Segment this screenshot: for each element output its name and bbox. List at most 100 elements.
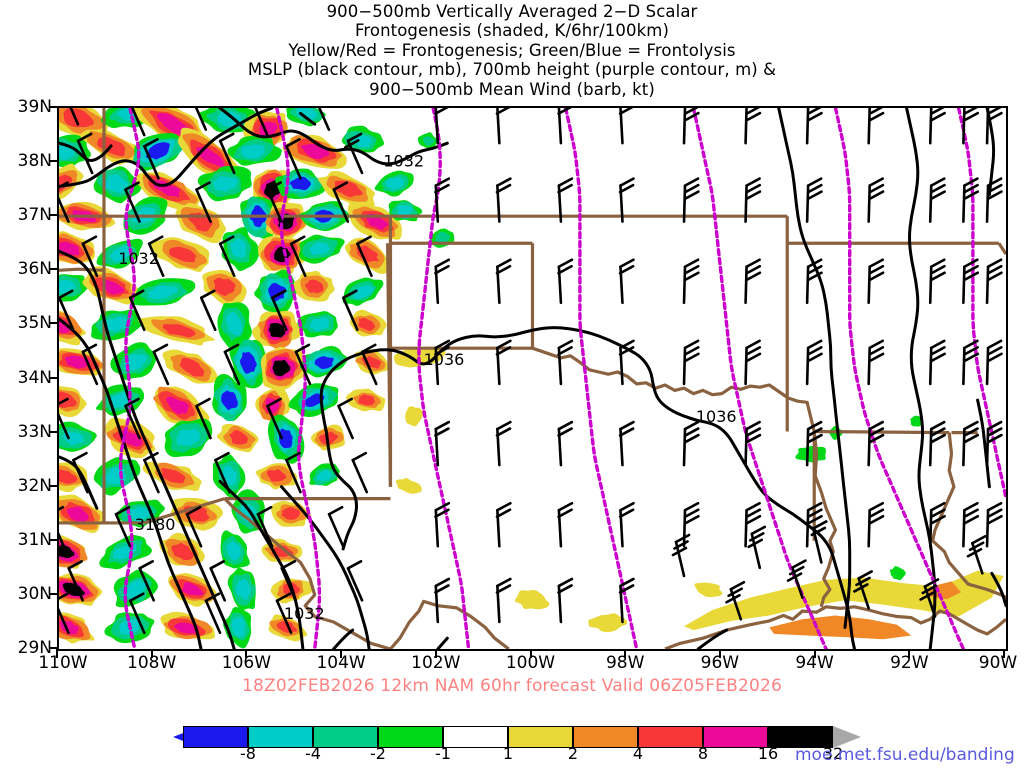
- wind-barb: [557, 339, 574, 386]
- frontogenesis-contour-band: [166, 396, 189, 415]
- wind-barb: [143, 451, 160, 494]
- frontolysis-contour-band: [385, 177, 405, 190]
- y-tick-mark: [50, 647, 59, 649]
- y-axis-tick-29N: 29N: [17, 638, 52, 658]
- frontogenesis-contour-band: [272, 360, 291, 377]
- frontogenesis-contour-band: [358, 394, 376, 406]
- x-tick-mark: [908, 649, 911, 658]
- wind-barb: [747, 525, 767, 570]
- wind-barb: [285, 138, 302, 180]
- mslp-contour-line: [777, 108, 852, 629]
- wind-barb: [266, 397, 283, 440]
- wind-barb: [72, 451, 89, 494]
- mslp-contour-line: [436, 636, 449, 649]
- frontogenesis-contour-band: [588, 613, 628, 633]
- wind-barb: [853, 570, 873, 610]
- wind-barb: [81, 343, 99, 386]
- frontogenesis-contour-band: [66, 506, 89, 523]
- wind-barb: [194, 108, 208, 131]
- height-700mb-contour-line: [417, 108, 471, 649]
- frontogenesis-contour-band: [174, 622, 199, 634]
- frontogenesis-contour-band: [318, 431, 339, 445]
- mslp-contour-line: [696, 419, 856, 649]
- wind-barb: [495, 258, 512, 305]
- frontolysis-contour-band: [226, 541, 241, 561]
- frontogenesis-contour-band: [694, 582, 723, 598]
- frontogenesis-contour-band: [281, 507, 300, 520]
- wind-barb: [59, 289, 75, 332]
- wind-barb: [928, 108, 946, 145]
- mslp-contour-line: [905, 108, 937, 649]
- state-border-line: [664, 605, 1006, 649]
- state-border-line: [931, 453, 1006, 600]
- frontolysis-contour-band: [910, 415, 923, 427]
- frontolysis-contour-band: [146, 142, 170, 160]
- wind-barb: [128, 592, 146, 635]
- wind-barb: [928, 339, 946, 386]
- wind-barb: [805, 108, 823, 145]
- wind-barb: [434, 258, 451, 305]
- colorbar-tick-1: 1: [502, 744, 514, 763]
- wind-barb: [557, 577, 574, 624]
- wind-barb: [928, 501, 946, 548]
- wind-barb: [618, 420, 635, 467]
- wind-barb: [76, 132, 94, 175]
- y-tick-mark: [50, 592, 59, 595]
- mslp-contour-line: [990, 571, 1006, 608]
- y-tick-mark: [50, 214, 59, 217]
- wind-barb: [618, 577, 635, 624]
- frontogenesis-contour-band: [514, 589, 550, 610]
- frontogenesis-contour-band: [171, 542, 195, 561]
- colorbar-tick--2: -2: [370, 744, 386, 763]
- wind-barb: [199, 289, 217, 332]
- wind-barb: [682, 501, 700, 548]
- mslp-contour-line: [319, 326, 700, 435]
- height-700mb-contour-line: [275, 108, 322, 649]
- frontolysis-contour-band: [889, 566, 907, 581]
- colorbar-tick-8: 8: [697, 744, 709, 763]
- wind-barb: [152, 343, 170, 386]
- wind-barb: [294, 343, 312, 386]
- wind-barb: [966, 534, 987, 575]
- x-tick-mark: [718, 649, 721, 658]
- wind-barb: [223, 343, 241, 386]
- x-tick-mark: [813, 649, 816, 658]
- wind-barb: [744, 177, 762, 223]
- wind-barb: [495, 501, 512, 548]
- wind-barb: [214, 451, 231, 494]
- wind-barb: [69, 108, 80, 126]
- wind-barb: [270, 289, 288, 332]
- wind-barb: [495, 108, 511, 145]
- frontolysis-contour-band: [123, 353, 148, 371]
- colorbar-segment-8: [703, 726, 768, 748]
- colorbar-segment-7: [638, 726, 703, 748]
- colorbar-segment-6: [573, 726, 638, 748]
- chart-title: 900−500mb Vertically Averaged 2−D Scalar…: [0, 2, 1024, 99]
- frontogenesis-contour-band: [268, 322, 286, 338]
- wind-barb: [618, 258, 635, 305]
- frontolysis-contour-band: [109, 245, 132, 263]
- x-axis-tick-106W: 106W: [221, 653, 272, 673]
- height-700mb-contour-line: [691, 108, 828, 649]
- frontogenesis-contour-band: [169, 246, 197, 263]
- colorbar-tick--4: -4: [305, 744, 321, 763]
- wind-barb: [342, 289, 359, 332]
- wind-barb: [962, 339, 980, 386]
- y-tick-mark: [50, 268, 59, 271]
- wind-barb: [332, 181, 350, 223]
- wind-barb: [360, 343, 378, 386]
- x-axis-tick-98W: 98W: [605, 653, 645, 673]
- wind-barb: [618, 108, 634, 145]
- wind-barb: [356, 235, 373, 278]
- colorbar-tick-4: 4: [632, 744, 644, 763]
- mslp-contour-line: [696, 628, 729, 649]
- wind-barb: [985, 420, 1003, 467]
- wind-barb: [59, 592, 70, 635]
- wind-barb: [130, 108, 146, 137]
- wind-barb: [280, 560, 298, 602]
- wind-barb: [289, 235, 307, 278]
- wind-barb: [744, 339, 762, 386]
- frontogenesis-contour-band: [405, 406, 424, 427]
- frontolysis-contour-band: [235, 578, 251, 601]
